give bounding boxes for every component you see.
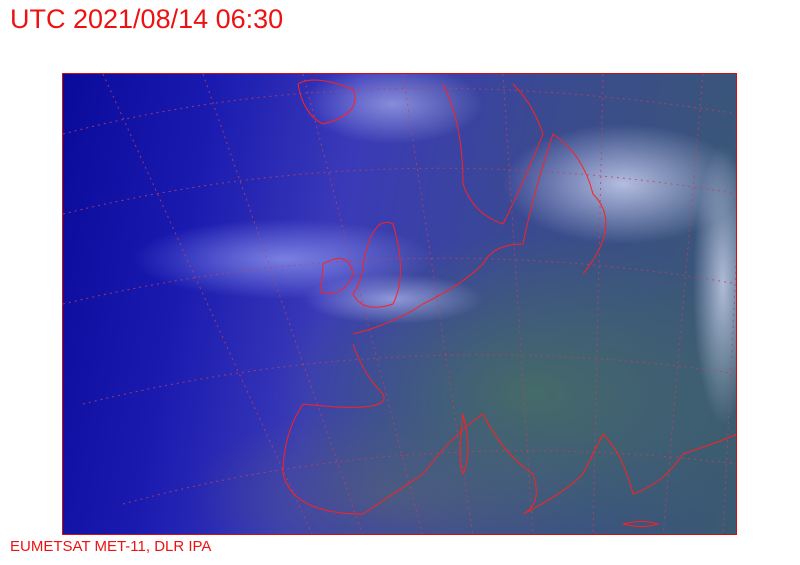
graticule: [63, 74, 736, 534]
data-source-credit: EUMETSAT MET-11, DLR IPA: [10, 538, 212, 555]
satellite-map: [62, 73, 737, 535]
coastlines: [282, 79, 736, 527]
timestamp-title: UTC 2021/08/14 06:30: [10, 4, 284, 34]
map-overlay: [63, 74, 736, 534]
